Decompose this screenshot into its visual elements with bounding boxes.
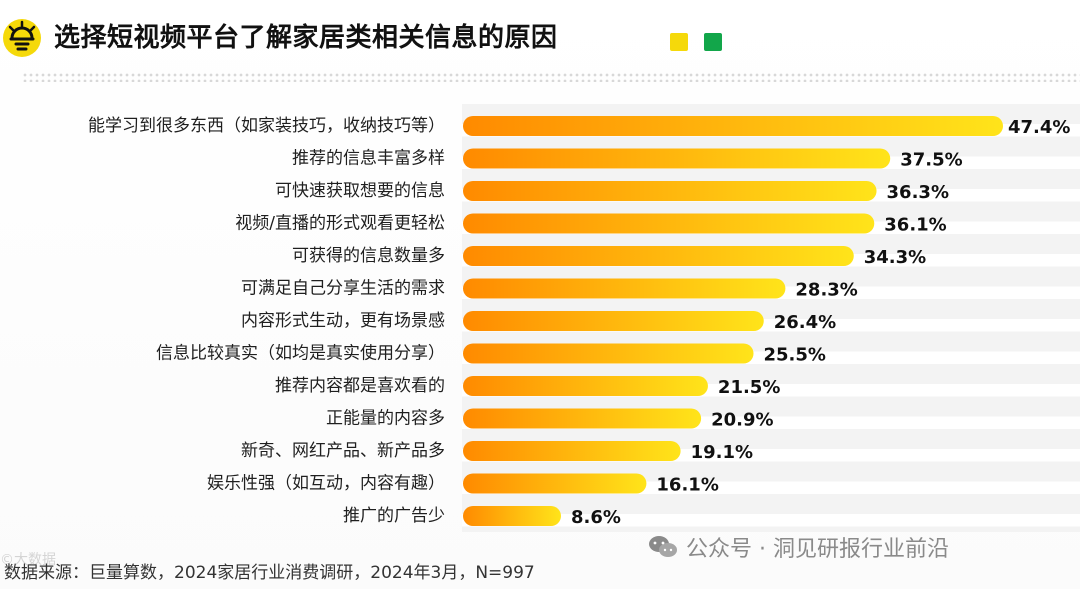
bar — [463, 473, 647, 494]
category-label: 视频/直播的形式观看更轻松 — [235, 214, 445, 234]
bar — [463, 246, 854, 266]
data-label: 36.3% — [887, 182, 949, 203]
wechat-icon — [649, 536, 677, 557]
bar — [463, 506, 561, 526]
lightbulb-icon-ray-left — [8, 25, 15, 32]
category-label: 内容形式生动，更有场景感 — [241, 311, 445, 331]
category-label: 推广的广告少 — [343, 506, 445, 526]
data-label: 37.5% — [900, 150, 962, 171]
category-label: 新奇、网红产品、新产品多 — [241, 441, 445, 461]
bar — [463, 376, 708, 396]
wechat-icon-eye-4 — [669, 548, 673, 552]
category-label: 可获得的信息数量多 — [292, 246, 445, 266]
data-label: 34.3% — [864, 247, 926, 268]
wechat-icon-bubble-small — [659, 543, 677, 557]
category-label: 可快速获取想要的信息 — [275, 181, 445, 201]
header: 选择短视频平台了解家居类相关信息的原因 — [0, 0, 1080, 82]
bar — [463, 441, 681, 461]
source-note: 数据来源：巨量算数，2024家居行业消费调研，2024年3月，N=997 — [4, 563, 535, 583]
data-label: 21.5% — [718, 377, 780, 398]
data-label: 19.1% — [691, 442, 753, 463]
bar — [463, 181, 877, 201]
accent-square-yellow — [670, 33, 688, 51]
watermark-text: 公众号 · 洞见研报行业前沿 — [686, 537, 949, 562]
lightbulb-icon — [2, 18, 42, 58]
category-label: 可满足自己分享生活的需求 — [241, 279, 445, 299]
data-label: 20.9% — [711, 410, 773, 431]
faded-watermark: ©大数据 — [0, 552, 56, 568]
category-label: 推荐的信息丰富多样 — [292, 149, 445, 169]
category-label: 能学习到很多东西（如家装技巧，收纳技巧等） — [88, 116, 445, 136]
lightbulb-icon-dome — [10, 26, 34, 40]
bar — [463, 148, 891, 169]
watermark: 公众号 · 洞见研报行业前沿 — [648, 532, 949, 562]
data-label: 36.1% — [884, 215, 946, 236]
data-label: 26.4% — [774, 312, 836, 333]
category-label: 娱乐性强（如互动，内容有趣） — [207, 474, 445, 494]
accent-square-green — [704, 33, 722, 51]
bar — [463, 116, 1003, 136]
lightbulb-icon-svg — [3, 19, 41, 57]
chart-title: 选择短视频平台了解家居类相关信息的原因 — [54, 23, 558, 53]
dotted-divider — [22, 72, 1080, 82]
wechat-icon-eye-3 — [663, 548, 667, 552]
data-label: 25.5% — [764, 345, 826, 366]
wechat-icon-eye-1 — [653, 541, 657, 545]
data-label: 28.3% — [795, 280, 857, 301]
lightbulb-icon-ray-right — [29, 25, 36, 32]
data-label: 16.1% — [656, 475, 718, 496]
category-label: 正能量的内容多 — [326, 409, 445, 429]
category-label: 推荐内容都是喜欢看的 — [275, 376, 445, 396]
bar — [463, 343, 754, 364]
bar — [463, 311, 764, 331]
bar — [463, 213, 875, 234]
plot-area: 能学习到很多东西（如家装技巧，收纳技巧等） 47.4% 推荐的信息丰富多样 37.5%… — [88, 116, 1070, 528]
bar — [463, 278, 786, 299]
category-label: 信息比较真实（如均是真实使用分享） — [156, 343, 445, 364]
bar — [463, 408, 702, 429]
data-label: 8.6% — [571, 507, 621, 528]
data-label: 47.4% — [1008, 117, 1070, 138]
wechat-icon-eye-2 — [661, 541, 665, 545]
